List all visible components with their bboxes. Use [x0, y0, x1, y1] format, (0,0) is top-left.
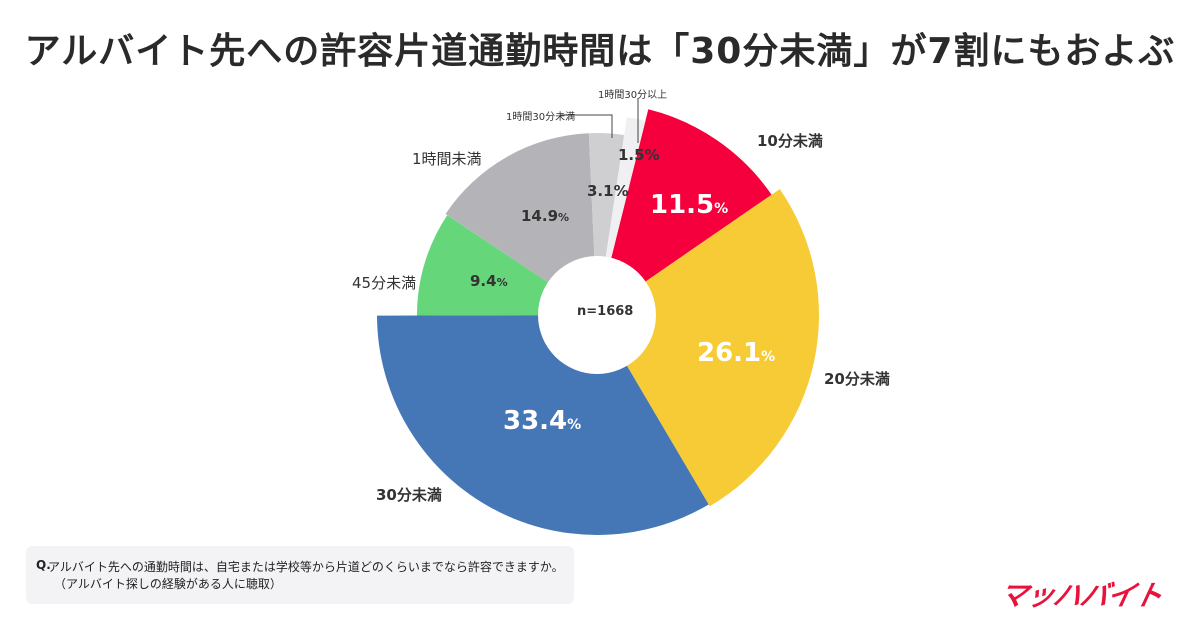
value-s2: 33.4%	[503, 406, 582, 436]
category-label-s4: 1時間未満	[412, 150, 482, 168]
brand-logo: マッハバイト	[996, 579, 1166, 612]
chart-title: アルバイト先への許容片道通勤時間は「30分未満」が7割にもおよぶ	[24, 31, 1176, 72]
category-label-s0: 10分未満	[757, 132, 823, 150]
category-label-s6: 1時間30分以上	[598, 90, 668, 101]
category-label-s1: 20分未満	[824, 370, 890, 388]
category-label-s5: 1時間30分未満	[506, 112, 576, 123]
leader-line-s5	[560, 114, 613, 138]
pie-slice	[377, 315, 709, 535]
value-s3: 9.4%	[470, 272, 508, 290]
chart-slices	[377, 109, 819, 535]
question-box: Q. アルバイト先への通勤時間は、自宅または学校等から片道どのくらいまでなら許容…	[26, 546, 574, 604]
value-s6: 1.5%	[618, 146, 660, 164]
question-line1: アルバイト先への通勤時間は、自宅または学校等から片道どのくらいまでなら許容できま…	[48, 560, 564, 574]
value-s5: 3.1%	[587, 182, 629, 200]
value-s4: 14.9%	[521, 207, 570, 225]
question-line2: （アルバイト探しの経験がある人に聴取）	[54, 577, 282, 591]
sample-size: n=1668	[577, 304, 634, 319]
pie-slice	[597, 189, 819, 507]
category-label-s3: 45分未満	[352, 274, 417, 292]
value-s1: 26.1%	[697, 338, 776, 368]
value-s0: 11.5%	[650, 190, 729, 220]
pie-slice	[597, 109, 772, 315]
question-prefix: Q.	[36, 558, 51, 572]
donut-hole	[538, 256, 656, 374]
pie-slice	[445, 133, 597, 315]
category-label-s2: 30分未満	[376, 486, 442, 504]
